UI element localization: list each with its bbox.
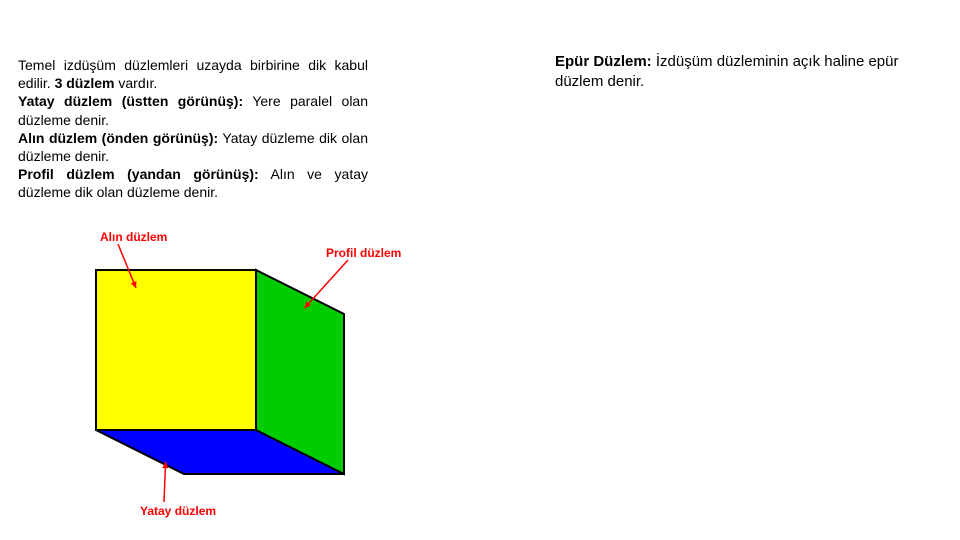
alin-paragraph: Alın düzlem (önden görünüş): Yatay düzle… xyxy=(18,129,368,165)
profil-label: Profil düzlem (yandan görünüş): xyxy=(18,166,259,182)
profil-figure-label: Profil düzlem xyxy=(326,246,401,260)
profil-paragraph: Profil düzlem (yandan görünüş): Alın ve … xyxy=(18,165,368,201)
right-column: Epür Düzlem: İzdüşüm düzleminin açık hal… xyxy=(555,52,945,91)
epur-paragraph: Epür Düzlem: İzdüşüm düzleminin açık hal… xyxy=(555,52,945,91)
yatay-figure-label: Yatay düzlem xyxy=(140,504,216,518)
yatay-paragraph: Yatay düzlem (üstten görünüş): Yere para… xyxy=(18,92,368,128)
cube-svg xyxy=(42,232,372,522)
intro-text-c: vardır. xyxy=(114,75,157,91)
alin-label: Alın düzlem (önden görünüş): xyxy=(18,130,218,146)
epur-label: Epür Düzlem: xyxy=(555,53,652,70)
intro-paragraph: Temel izdüşüm düzlemleri uzayda birbirin… xyxy=(18,56,368,92)
intro-text-b: 3 düzlem xyxy=(55,75,115,91)
cube-figure: Alın düzlem Profil düzlem Yatay düzlem xyxy=(42,232,372,522)
yatay-label: Yatay düzlem (üstten görünüş): xyxy=(18,93,243,109)
alin-figure-label: Alın düzlem xyxy=(100,230,167,244)
left-column: Temel izdüşüm düzlemleri uzayda birbirin… xyxy=(18,56,368,202)
